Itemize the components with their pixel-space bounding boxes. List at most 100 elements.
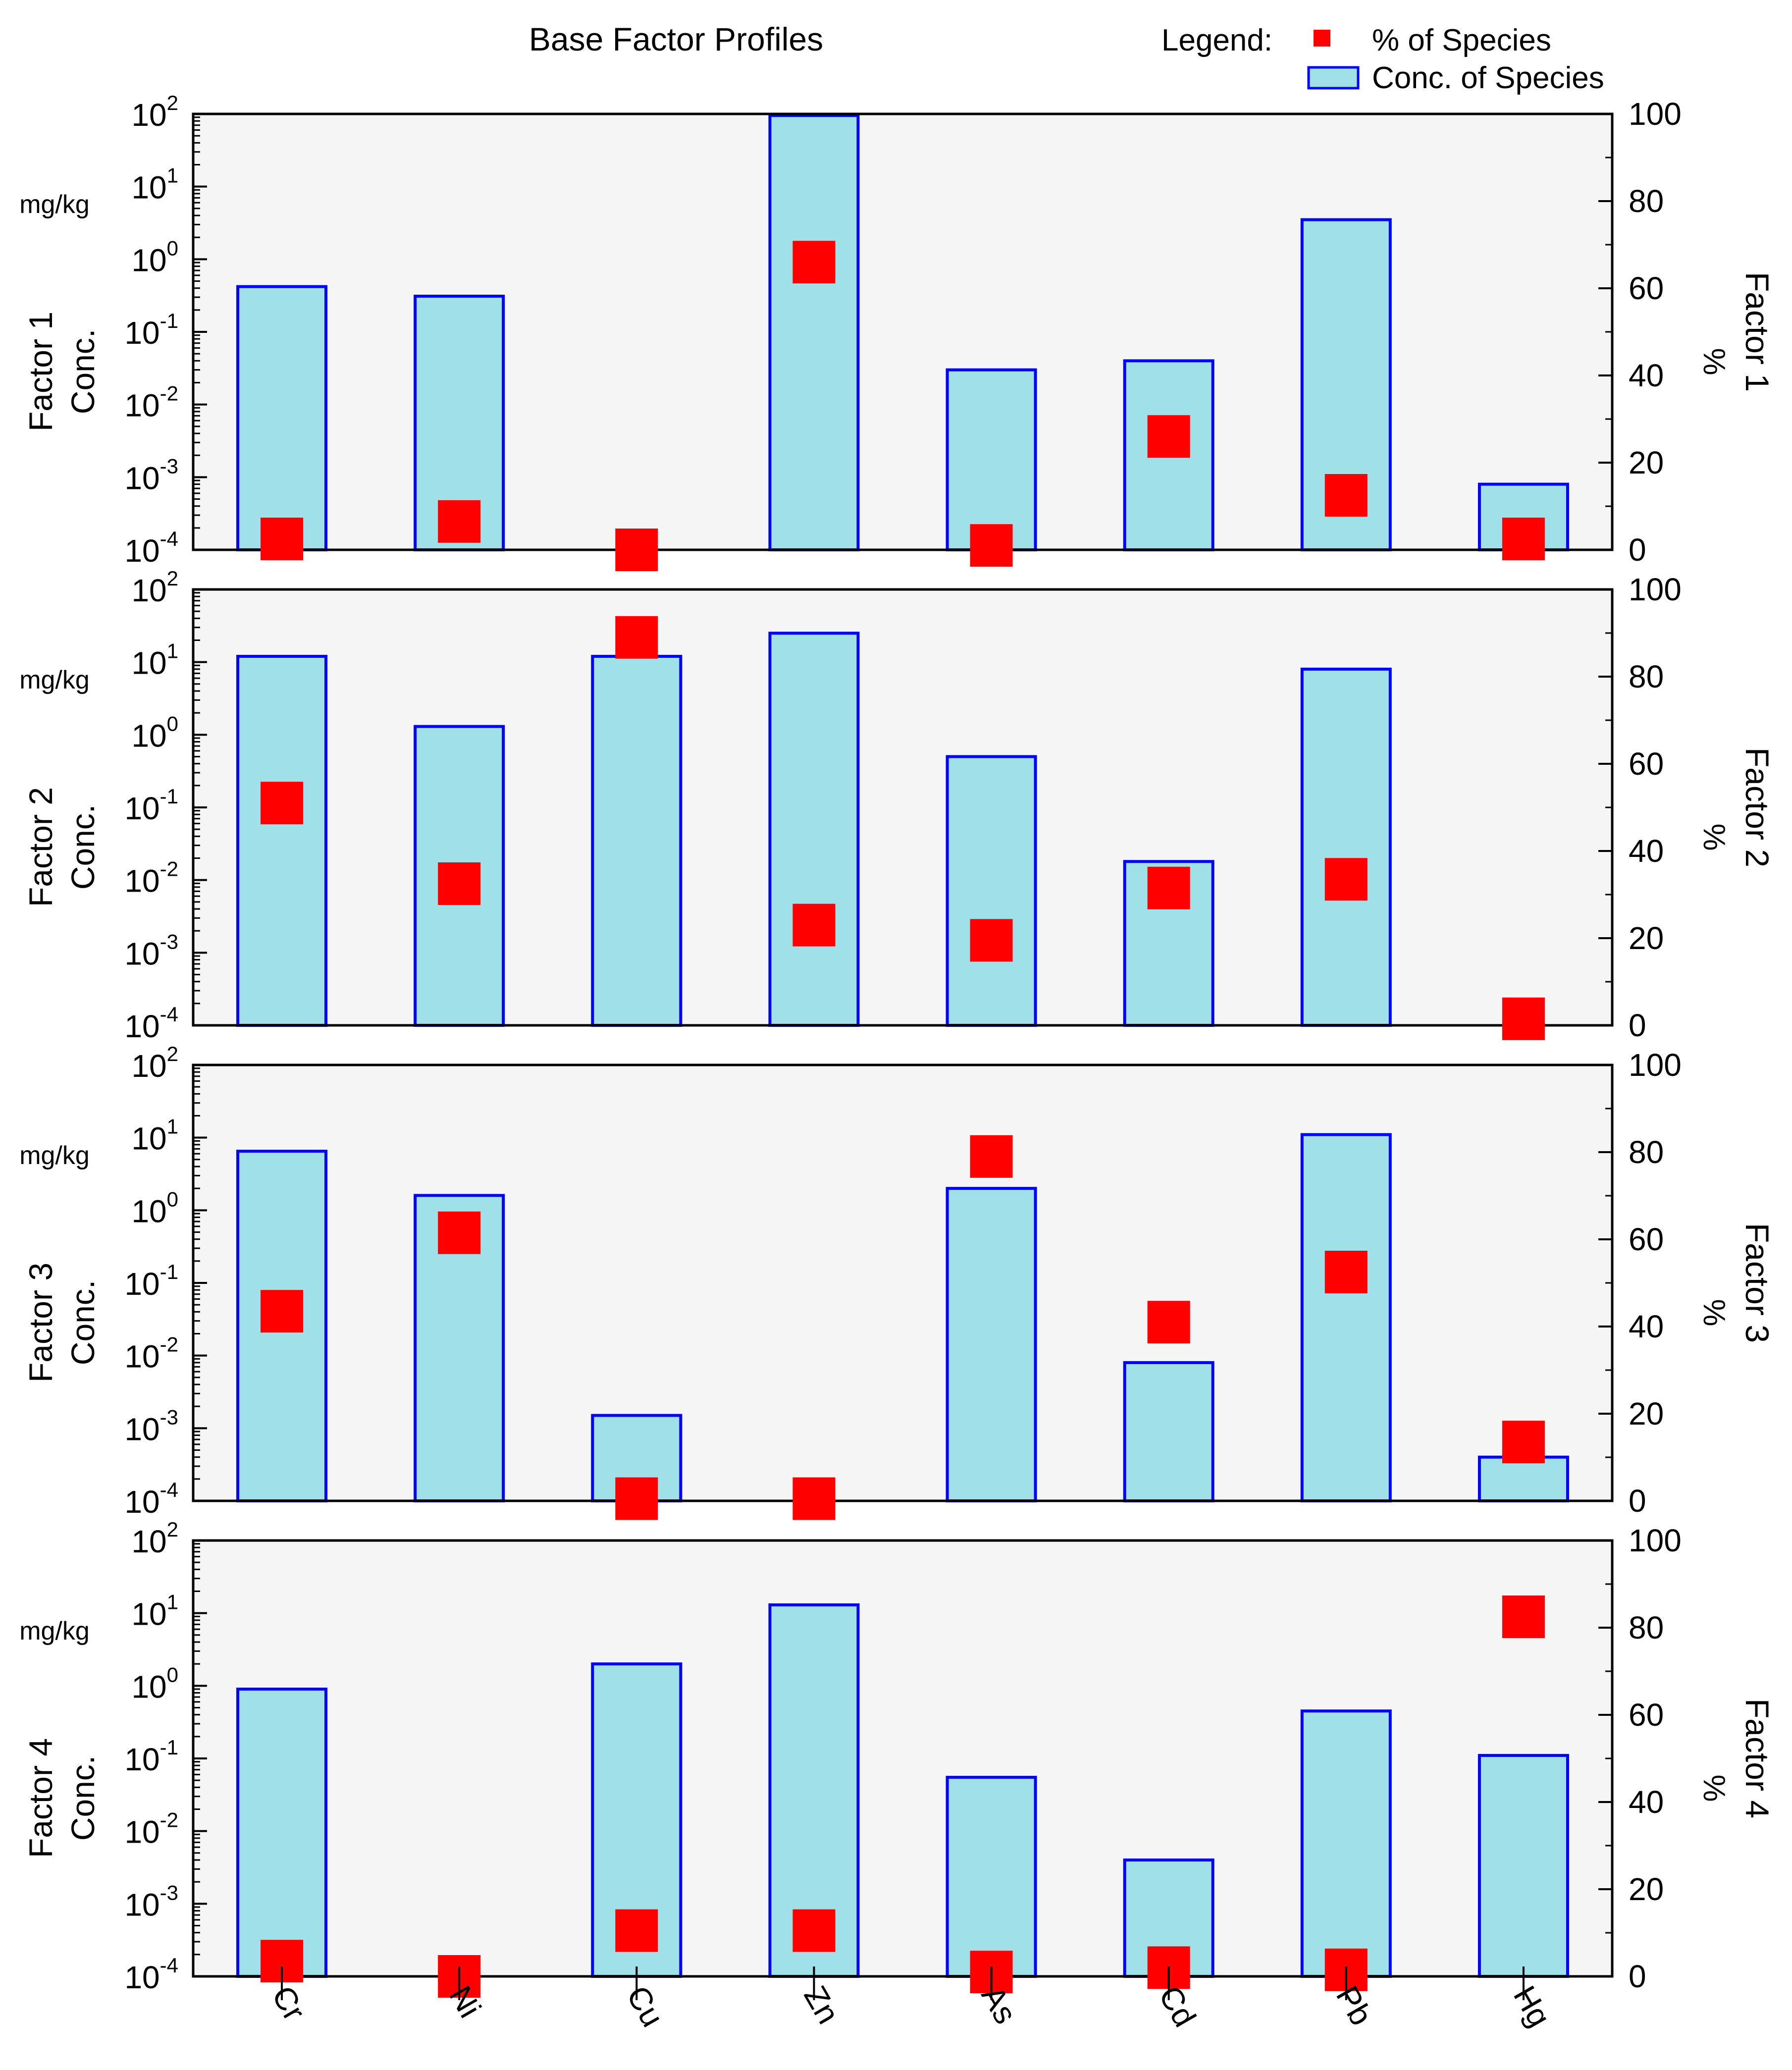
pct-label: %: [1697, 1774, 1731, 1802]
conc-bar-zn: [768, 632, 860, 1027]
left-tick-label: 101: [131, 1591, 178, 1632]
pct-marker-zn: [792, 903, 836, 947]
right-tick-label: 0: [1629, 1959, 1646, 1994]
unit-label: mg/kg: [19, 1141, 90, 1170]
conc-bar-as: [946, 368, 1037, 552]
left-tick-label: 10-4: [124, 1003, 178, 1044]
factor-panel-1: 10-4 10-3 10-2 10-1 100 101 102 0 20 40 60 80 100 mg/…: [19, 91, 1776, 571]
pct-marker-cd: [1147, 1301, 1190, 1344]
factor-label-right: Factor 4: [1739, 1698, 1776, 1818]
factor-label-left: Factor 4: [22, 1738, 59, 1858]
left-tick-label: 10-2: [124, 857, 178, 899]
pct-label: %: [1697, 823, 1731, 850]
left-tick-label: 102: [131, 91, 178, 133]
unit-label: mg/kg: [19, 666, 90, 694]
category-label-cr: Cr: [265, 1980, 313, 2026]
legend-marker-conc: [1307, 66, 1360, 90]
factor-label-left: Factor 3: [22, 1263, 59, 1382]
left-tick-label: 101: [131, 1115, 178, 1157]
pct-marker-hg: [1502, 1421, 1545, 1464]
conc-bar-cr: [236, 1688, 328, 1978]
conc-bar-hg: [1477, 1455, 1569, 1502]
conc-bar-cd: [1123, 1361, 1214, 1502]
pct-label: %: [1697, 1299, 1731, 1326]
left-tick-label: 10-1: [124, 309, 178, 351]
right-tick-label: 20: [1629, 1396, 1664, 1432]
pct-marker-as: [970, 1135, 1013, 1178]
pct-marker-pb: [1324, 474, 1368, 517]
legend: Legend: % of Species Conc. of Species: [1161, 23, 1604, 95]
left-tick-label: 10-3: [124, 1881, 178, 1922]
pct-marker-ni: [438, 1211, 481, 1254]
pct-marker-pb: [1324, 1251, 1368, 1293]
factor-label-left: Factor 2: [22, 787, 59, 907]
right-tick-label: 40: [1629, 833, 1664, 869]
right-tick-label: 80: [1629, 1610, 1664, 1645]
left-tick-label: 10-1: [124, 785, 178, 826]
conc-bar-pb: [1300, 667, 1392, 1027]
pct-marker-as: [970, 524, 1013, 567]
factor-label-right: Factor 2: [1739, 747, 1776, 867]
right-tick-label: 60: [1629, 270, 1664, 306]
pct-marker-hg: [1502, 1595, 1545, 1638]
pct-marker-zn: [792, 1909, 836, 1952]
panels-group: 10-4 10-3 10-2 10-1 100 101 102 0 20 40 60 80 100 mg/…: [19, 91, 1776, 2033]
left-tick-label: 10-4: [124, 527, 178, 569]
conc-bar-cr: [236, 655, 328, 1027]
chart-title: Base Factor Profiles: [529, 21, 823, 57]
plot-background: [193, 1065, 1612, 1501]
left-tick-label: 101: [131, 164, 178, 206]
left-tick-label: 100: [131, 1663, 178, 1704]
pct-marker-zn: [792, 241, 836, 284]
factor-label-left: Factor 1: [22, 312, 59, 431]
conc-label: Conc.: [64, 1755, 101, 1841]
left-tick-label: 102: [131, 1042, 178, 1084]
right-tick-label: 100: [1629, 1523, 1682, 1558]
left-tick-label: 10-4: [124, 1478, 178, 1520]
factor-panel-4: 10-4 10-3 10-2 10-1 100 101 102 0 20 40 60 80 100 mg/…: [19, 1518, 1776, 2033]
left-tick-label: 100: [131, 1187, 178, 1229]
left-tick-label: 10-2: [124, 382, 178, 424]
factor-label-right: Factor 3: [1739, 1223, 1776, 1343]
pct-marker-hg: [1502, 997, 1545, 1040]
legend-label-pct: % of Species: [1372, 23, 1551, 57]
category-label-cu: Cu: [620, 1980, 671, 2033]
pct-marker-cu: [615, 1477, 658, 1520]
right-tick-label: 80: [1629, 659, 1664, 694]
pct-marker-cd: [1147, 866, 1190, 909]
factor-label-right: Factor 1: [1739, 272, 1776, 392]
right-tick-label: 40: [1629, 358, 1664, 393]
pct-marker-cu: [615, 616, 658, 659]
right-tick-label: 60: [1629, 1697, 1664, 1733]
plot-background: [193, 114, 1612, 550]
left-tick-label: 100: [131, 236, 178, 278]
pct-marker-cu: [615, 1909, 658, 1952]
right-tick-label: 20: [1629, 1871, 1664, 1907]
pct-marker-pb: [1324, 858, 1368, 901]
conc-bar-cr: [236, 285, 328, 551]
left-tick-label: 10-2: [124, 1808, 178, 1850]
category-label-hg: Hg: [1507, 1980, 1558, 2033]
right-tick-label: 0: [1629, 1008, 1646, 1043]
conc-bar-as: [946, 755, 1037, 1027]
conc-label: Conc.: [64, 1280, 101, 1365]
left-tick-label: 10-3: [124, 1405, 178, 1447]
pct-marker-ni: [438, 862, 481, 905]
left-tick-label: 10-1: [124, 1736, 178, 1777]
right-tick-label: 80: [1629, 1134, 1664, 1170]
pct-marker-cr: [261, 518, 304, 560]
right-tick-label: 80: [1629, 183, 1664, 219]
right-tick-label: 100: [1629, 572, 1682, 607]
conc-bar-pb: [1300, 218, 1392, 551]
right-tick-label: 20: [1629, 445, 1664, 480]
factor-panel-3: 10-4 10-3 10-2 10-1 100 101 102 0 20 40 60 80 100 mg/…: [19, 1042, 1776, 1520]
conc-bar-hg: [1477, 1753, 1569, 1978]
right-tick-label: 100: [1629, 96, 1682, 132]
right-tick-label: 40: [1629, 1309, 1664, 1344]
left-tick-label: 10-3: [124, 454, 178, 496]
conc-bar-as: [946, 1776, 1037, 1978]
factor-panel-2: 10-4 10-3 10-2 10-1 100 101 102 0 20 40 60 80 100 mg/…: [19, 567, 1776, 1044]
left-tick-label: 10-1: [124, 1260, 178, 1302]
